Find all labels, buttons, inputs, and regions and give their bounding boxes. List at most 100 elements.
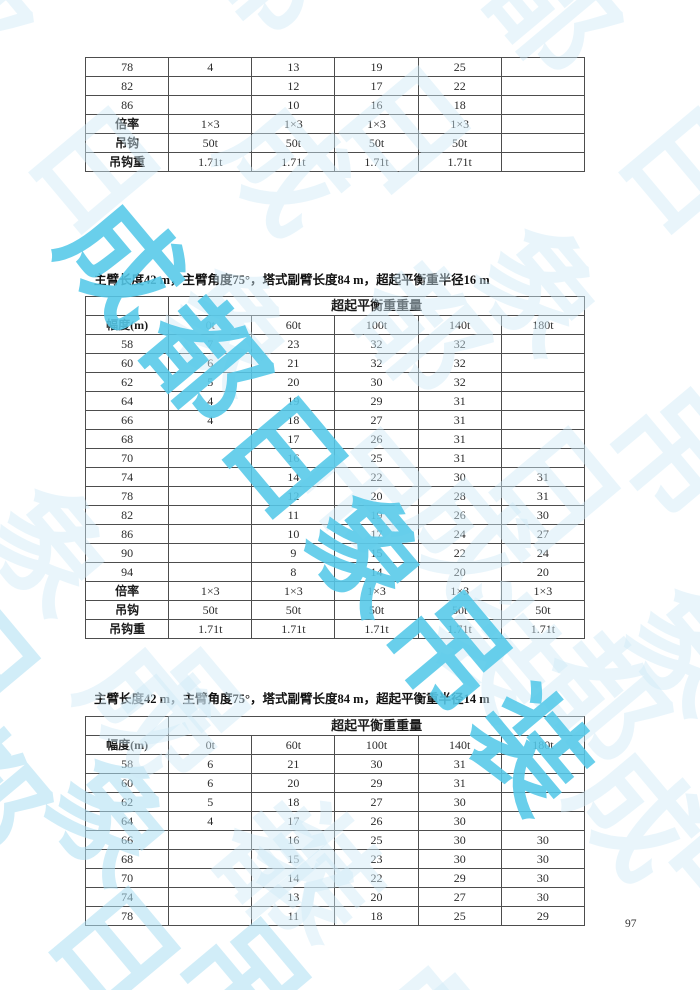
table-cell [500,773,586,793]
table-cell: 50t [168,600,253,620]
capacity-table-continued: 78 4 13 19 25 82 12 17 22 86 10 16 18 倍率 1×3 1×3 1×3 1×3 吊… [84,57,586,172]
table-row: 74 13 20 27 30 [84,887,586,907]
table-cell: 6 [168,773,253,793]
table-cell [500,429,586,449]
table-row: 70 16 25 31 [84,448,586,468]
table-cell: 82 [84,505,170,525]
table-cell: 吊钩 [84,133,170,153]
table-cell: 64 [84,811,170,831]
table-cell: 1.71t [251,619,336,639]
table-cell [500,353,586,373]
table-cell: 30 [417,830,502,850]
table-cell [168,543,253,563]
capacity-table-radius-14m: 超起平衡重重量 幅度(m) 0t 60t 100t 140t 180t 58 6 2… [84,716,586,926]
table-cell: 15 [334,543,419,563]
table-cell: 10 [251,95,336,115]
table-cell: 1.71t [500,619,586,639]
table-cell: 78 [84,906,170,926]
table-cell: 22 [334,868,419,888]
table-cell: 1.71t [251,152,336,172]
table-cell: 5 [168,792,253,812]
table-cell: 29 [500,906,586,926]
table-cell: 50t [417,600,502,620]
table-cell: 15 [251,849,336,869]
table-cell: 82 [84,76,170,96]
table-cell: 30 [500,849,586,869]
table-cell: 14 [334,562,419,582]
table-cell: 20 [251,773,336,793]
table-cell: 1.71t [168,619,253,639]
table-cell: 70 [84,868,170,888]
table-cell: 29 [334,773,419,793]
table-cell: 20 [251,372,336,392]
table-cell: 64 [84,391,170,411]
table-cell [168,95,253,115]
table-row: 94 8 14 20 20 [84,562,586,582]
table-cell: 1.71t [168,152,253,172]
table-cell [500,152,586,172]
table-cell: 18 [251,410,336,430]
table-cell: 26 [334,811,419,831]
table-row: 86 10 16 18 [84,95,586,115]
table-cell [168,830,253,850]
table-cell [168,868,253,888]
table-cell: 吊钩重 [84,152,170,172]
table-cell: 25 [334,830,419,850]
table-cell [500,811,586,831]
table-cell: 12 [251,76,336,96]
table-cell: 4 [168,391,253,411]
table-cell: 31 [417,410,502,430]
table-cell: 32 [334,334,419,354]
table-cell: 58 [84,754,170,774]
table-cell: 60 [84,773,170,793]
table-cell: 31 [417,448,502,468]
table-row: 78 11 18 25 29 [84,906,586,926]
table-row: 82 12 17 22 [84,76,586,96]
table-cell [168,887,253,907]
table-cell: 26 [417,505,502,525]
table-cell: 24 [417,524,502,544]
table-cell: 30 [417,467,502,487]
column-header-180t: 180t [500,315,586,335]
table-cell: 32 [417,372,502,392]
column-header-140t: 140t [417,735,502,755]
table-cell: 1×3 [334,114,419,134]
table-cell: 68 [84,849,170,869]
table-cell: 27 [334,410,419,430]
table-cell [500,133,586,153]
column-header-0t: 0t [168,735,253,755]
table-cell: 21 [251,754,336,774]
table-cell: 70 [84,448,170,468]
table-cell: 30 [334,372,419,392]
table-cell: 86 [84,524,170,544]
table-cell: 50t [417,133,502,153]
table-cell: 1×3 [500,581,586,601]
table-cell: 58 [84,334,170,354]
table-row: 70 14 22 29 30 [84,868,586,888]
table-cell: 1×3 [168,581,253,601]
table-cell: 11 [251,505,336,525]
table-cell: 18 [334,906,419,926]
table-cell: 22 [417,543,502,563]
table-cell [500,391,586,411]
table-row: 58 6 21 30 31 [84,754,586,774]
table-cell: 27 [500,524,586,544]
column-header-radius: 幅度(m) [84,315,170,335]
table-cell: 31 [417,754,502,774]
table-cell: 32 [417,353,502,373]
table-cell: 31 [500,467,586,487]
table-cell: 23 [334,849,419,869]
table-row: 吊钩重 1.71t 1.71t 1.71t 1.71t 1.71t [84,619,586,639]
table-row: 86 10 17 24 27 [84,524,586,544]
table-cell: 50t [168,133,253,153]
table-row: 68 17 26 31 [84,429,586,449]
table-cell: 17 [334,524,419,544]
table-cell: 19 [251,391,336,411]
table-row: 60 6 21 32 32 [84,353,586,373]
table-row: 倍率 1×3 1×3 1×3 1×3 [84,114,586,134]
table-cell: 17 [251,429,336,449]
table-cell: 13 [251,887,336,907]
table-cell: 25 [417,57,502,77]
table-cell: 78 [84,57,170,77]
capacity-table-radius-16m: 超起平衡重重量 幅度(m) 0t 60t 100t 140t 180t 58 7 2… [84,296,586,639]
